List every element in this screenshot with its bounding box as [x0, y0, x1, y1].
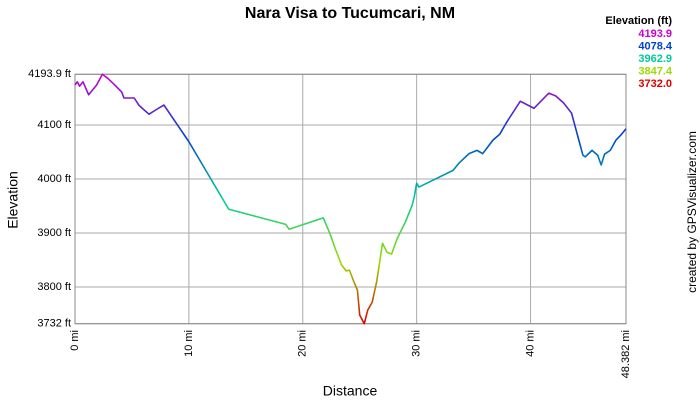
x-tick-label: 20 mi — [297, 330, 309, 357]
y-tick-label: 4100 ft — [37, 119, 71, 131]
elevation-line — [74, 73, 627, 325]
x-tick-label: 48.382 mi — [620, 330, 632, 378]
legend-title: Elevation (ft) — [605, 15, 672, 27]
y-tick-label: 3732 ft — [37, 318, 71, 330]
y-tick-label: 4000 ft — [37, 173, 71, 185]
chart-title: Nara Visa to Tucumcari, NM — [245, 5, 455, 22]
legend-entry: 3732.0 — [638, 78, 672, 90]
x-tick-label: 40 mi — [524, 330, 536, 357]
credit: created by GPSVisualizer.com — [685, 131, 699, 293]
y-tick-label: 3800 ft — [37, 281, 71, 293]
y-tick-label: 3900 ft — [37, 227, 71, 239]
x-tick-label: 10 mi — [183, 330, 195, 357]
legend-entry: 3847.4 — [638, 65, 673, 77]
x-tick-label: 0 mi — [69, 330, 81, 351]
legend-entry: 3962.9 — [638, 53, 672, 65]
x-axis-title: Distance — [323, 383, 378, 399]
legend-entry: 4193.9 — [638, 28, 672, 40]
y-tick-label: 4193.9 ft — [28, 68, 71, 80]
y-axis-title: Elevation — [5, 171, 21, 229]
plot-border — [74, 73, 627, 325]
legend-entry: 4078.4 — [638, 40, 673, 52]
x-tick-label: 30 mi — [411, 330, 423, 357]
